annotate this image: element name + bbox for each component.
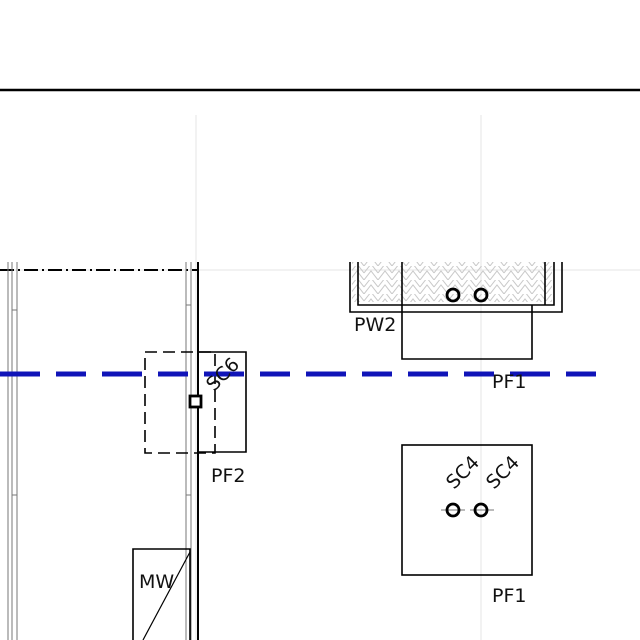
mw-element	[132, 548, 191, 640]
reference-grid	[0, 115, 640, 640]
column-circle-4	[473, 502, 489, 518]
label-pf2: PF2	[211, 465, 245, 487]
column-circle-3	[445, 502, 461, 518]
pw2-wall	[349, 262, 563, 313]
label-sc4-left: SC4	[442, 452, 484, 494]
left-wall-assembly	[0, 262, 199, 640]
label-sc6: SC6	[202, 354, 244, 396]
label-pf1-top: PF1	[492, 371, 526, 393]
column-circle-1	[445, 287, 461, 303]
column-circle-2	[473, 287, 489, 303]
column-square	[188, 394, 203, 409]
pf2-footing	[144, 351, 247, 454]
pf1-top-footing	[401, 287, 533, 360]
label-pw2: PW2	[354, 314, 396, 336]
label-sc4-right: SC4	[482, 452, 524, 494]
label-mw: MW	[139, 571, 174, 593]
pf1-bottom-footing	[401, 444, 533, 576]
label-pf1-bottom: PF1	[492, 585, 526, 607]
